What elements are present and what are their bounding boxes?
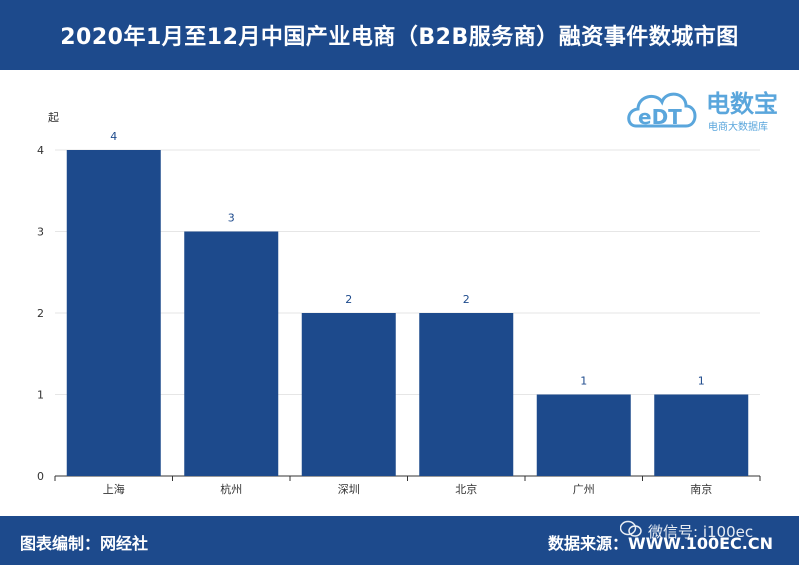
bar-chart: 起 0 1 2 3 4 4 上海 3 杭州 2 深圳 2 北京 1 广州 1 南京 [37,111,761,496]
data-label: 1 [580,375,587,388]
y-tick-label: 2 [37,307,44,320]
logo-mark: eDT 电数宝 电商大数据库 [627,90,778,133]
footer-bar: 图表编制：网经社 数据来源：WWW.100EC.CN [0,516,799,565]
data-label: 2 [345,293,352,306]
bar [654,394,749,476]
data-label: 1 [698,375,705,388]
logo-brand: 电数宝 [706,90,778,118]
footer-source: 数据来源：WWW.100EC.CN [548,534,774,553]
bar [419,313,514,476]
edt-logo: eDT 电数宝 电商大数据库 [626,74,794,144]
bar [184,231,279,476]
chart-area: 起 0 1 2 3 4 4 上海 3 杭州 2 深圳 2 北京 1 广州 1 南京 [0,70,799,516]
bar [536,394,631,476]
logo-mark-text: eDT [638,105,682,129]
x-tick-label: 南京 [690,482,712,496]
y-tick-label: 0 [37,470,44,483]
wechat-icon [619,520,642,542]
footer-credit: 图表编制：网经社 [20,534,149,553]
x-tick-label: 北京 [455,482,477,496]
wechat-watermark: 微信号: i100ec [619,516,754,546]
chart-title: 2020年1月至12月中国产业电商（B2B服务商）融资事件数城市图 [60,25,739,50]
logo-subtitle: 电商大数据库 [708,120,768,133]
watermark-text: 微信号: i100ec [648,522,754,541]
title-bar: 2020年1月至12月中国产业电商（B2B服务商）融资事件数城市图 [0,0,799,70]
y-axis-unit: 起 [48,111,59,124]
x-tick-label: 上海 [103,482,125,496]
y-tick-label: 4 [37,144,44,157]
bar [301,313,396,476]
x-tick-label: 广州 [573,483,595,496]
x-tick-label: 深圳 [338,483,360,496]
bar [66,150,161,476]
data-label: 2 [463,293,470,306]
y-tick-label: 3 [37,226,44,239]
data-label: 3 [228,212,235,225]
x-tick-label: 杭州 [220,482,242,496]
data-label: 4 [110,130,117,143]
y-tick-label: 1 [37,389,44,402]
